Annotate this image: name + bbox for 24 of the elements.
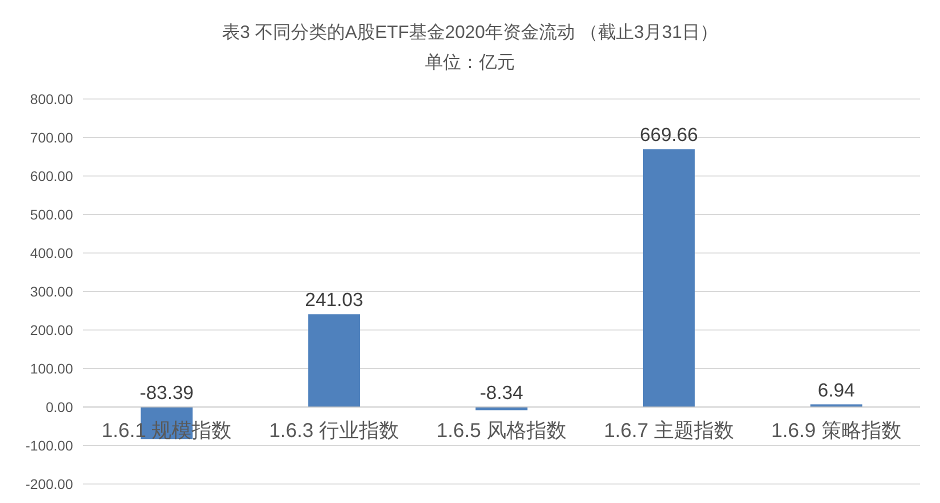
y-tick-label: 0.00 (46, 398, 74, 415)
y-tick-label: -100.00 (26, 437, 74, 454)
data-label: 241.03 (305, 290, 364, 312)
bar (642, 149, 695, 407)
x-tick-label: 1.6.3 行业指数 (269, 420, 400, 442)
data-label: 6.94 (818, 380, 856, 402)
y-tick-label: 600.00 (30, 168, 74, 184)
data-label: -8.34 (480, 383, 524, 404)
y-tick-label: 400.00 (30, 244, 74, 261)
y-tick-label: 700.00 (30, 129, 74, 146)
y-tick-label: 500.00 (30, 206, 74, 222)
y-tick-label: 300.00 (30, 283, 74, 300)
y-tick-label: 800.00 (30, 90, 74, 107)
bar (308, 314, 360, 407)
chart-title: 表3 不同分类的A股ETF基金2020年资金流动 （截止3月31日） (222, 22, 718, 42)
y-tick-label: 100.00 (30, 360, 74, 376)
chart-subtitle: 单位：亿元 (425, 52, 515, 72)
data-label: 669.66 (640, 125, 698, 146)
y-tick-label: 200.00 (30, 322, 74, 338)
x-tick-label: 1.6.9 策略指数 (771, 420, 902, 442)
x-tick-label: 1.6.5 风格指数 (436, 420, 567, 442)
data-label: -83.39 (140, 383, 194, 404)
x-tick-label: 1.6.7 主题指数 (604, 419, 734, 442)
y-tick-label: -200.00 (26, 476, 74, 492)
